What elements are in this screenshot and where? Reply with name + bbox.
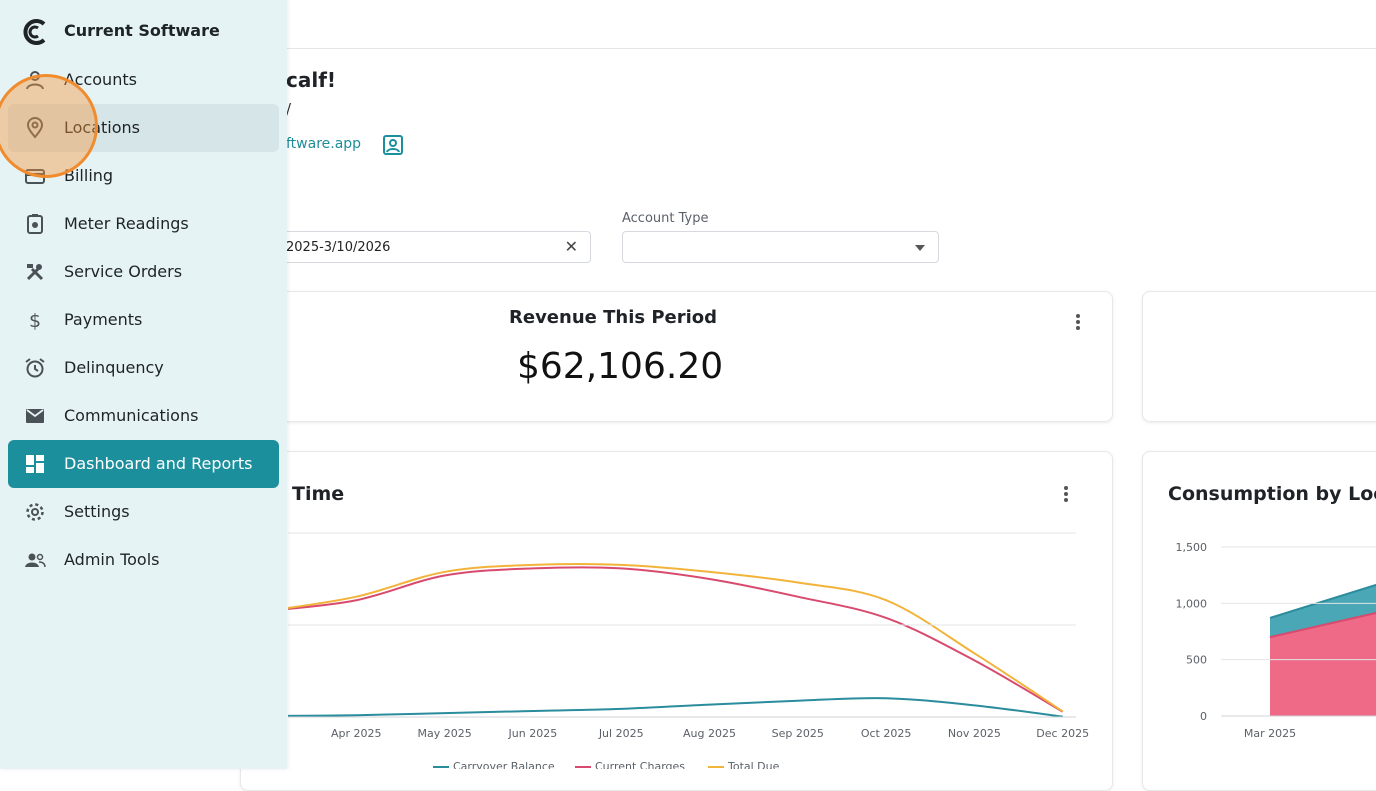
revenue-card-title: Revenue This Period [509,307,718,328]
sidebar-item-billing[interactable]: Billing [8,152,279,200]
sidebar-item-delinquency[interactable]: Delinquency [8,344,279,392]
sidebar-item-label: Meter Readings [64,214,189,233]
location-pin-icon [26,117,44,139]
greeting-subline: / [286,100,292,118]
x-tick-label: Apr 2025 [331,727,382,740]
revenue-menu-icon[interactable] [1076,314,1080,332]
sidebar-item-locations[interactable]: Locations [8,104,279,152]
dashboard-icon [26,455,44,473]
sidebar-item-label: Billing [64,166,114,185]
revenue-value: $62,106.20 [517,346,724,387]
dollar-icon: $ [29,310,41,331]
credit-card-icon [25,169,45,184]
sidebar-item-label: Settings [64,502,130,521]
sidebar-item-dashboard-and-reports[interactable]: Dashboard and Reports [8,440,279,488]
brand-name[interactable]: Current Software [64,21,220,40]
contact-card-icon[interactable] [382,134,404,156]
sidebar-item-service-orders[interactable]: Service Orders [8,248,279,296]
sidebar-item-settings[interactable]: Settings [8,488,279,536]
x-tick-label: Dec 2025 [1036,727,1089,740]
legend-label[interactable]: Carryover Balance [453,760,555,769]
x-tick-label: Jun 2025 [508,727,558,740]
area-series-2 [1270,584,1376,638]
y-tick-label: 500 [1186,654,1207,667]
area-series-1-line [1269,611,1376,639]
series-line-current-charges [288,566,1064,713]
sidebar-item-label: Admin Tools [64,550,160,569]
clear-date-icon[interactable]: ✕ [564,237,578,256]
sidebar-item-label: Accounts [64,70,137,89]
x-tick-label: Mar 2025 [1244,727,1296,740]
brand-logo-icon [23,19,46,45]
sidebar-item-payments[interactable]: $ Payments [8,296,279,344]
sidebar-item-label: Delinquency [64,358,164,377]
sidebar-item-meter-readings[interactable]: Meter Readings [8,200,279,248]
y-tick-label: 1,500 [1176,541,1208,554]
series-line-total-due [288,562,1064,713]
legend-label[interactable]: Current Charges [595,760,685,769]
gear-icon [26,503,44,521]
consumption-chart-title: Consumption by Loca [1168,483,1376,505]
x-tick-label: Sep 2025 [772,727,824,740]
sidebar-item-accounts[interactable]: Accounts [8,56,279,104]
x-tick-label: May 2025 [417,727,471,740]
sidebar-item-label: Locations [64,118,141,137]
chart-title: Time [292,483,345,505]
account-type-select[interactable] [622,231,939,263]
x-tick-label: Jul 2025 [598,727,644,740]
alarm-clock-icon [25,358,45,378]
line-chart: Apr 2025 May 2025 Jun 2025 Jul 2025 Aug 2025… [288,532,1089,769]
x-tick-label: Oct 2025 [861,727,912,740]
y-tick-label: 0 [1200,710,1207,723]
series-line-carryover-balance [288,697,1063,718]
sidebar: Current Software Accounts Locations Billin… [0,0,287,769]
user-email-link[interactable]: ftware.app [286,136,362,152]
sidebar-item-label: Payments [64,310,143,329]
legend-label[interactable]: Total Due [727,760,780,769]
greeting-text: calf! [286,68,337,92]
date-range-field[interactable]: 2025-3/10/2026 ✕ [286,231,591,263]
y-tick-label: 1,000 [1176,597,1208,610]
area-series-2-line [1269,583,1376,619]
sidebar-item-communications[interactable]: Communications [8,392,279,440]
revenue-card [240,291,1113,422]
account-type-label: Account Type [622,211,709,226]
tools-icon [26,264,44,281]
date-range-value: 2025-3/10/2026 [286,240,391,255]
chart-menu-icon[interactable] [1064,486,1068,504]
dropdown-arrow-icon [915,245,925,251]
sidebar-item-label: Dashboard and Reports [64,454,253,473]
sidebar-item-label: Service Orders [64,262,183,281]
sidebar-item-admin-tools[interactable]: Admin Tools [8,536,279,584]
area-series-1 [1270,612,1376,716]
meter-icon [27,214,43,234]
svg-text:$: $ [29,310,41,331]
metric-card-partial [1142,291,1376,422]
x-tick-label: Aug 2025 [683,727,736,740]
admin-users-icon [25,553,46,568]
person-icon [26,71,44,90]
mail-icon [26,409,44,423]
sidebar-item-label: Communications [64,406,199,425]
x-tick-label: Nov 2025 [948,727,1001,740]
